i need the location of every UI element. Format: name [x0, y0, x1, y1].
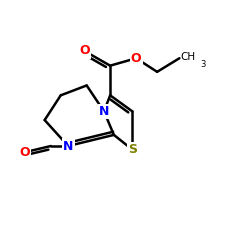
- Text: 3: 3: [200, 60, 206, 69]
- Text: O: O: [79, 44, 90, 57]
- Text: N: N: [99, 105, 109, 118]
- Text: S: S: [128, 143, 137, 156]
- Text: N: N: [63, 140, 73, 152]
- Text: O: O: [131, 52, 141, 65]
- Text: CH: CH: [180, 52, 196, 62]
- Text: O: O: [20, 146, 30, 159]
